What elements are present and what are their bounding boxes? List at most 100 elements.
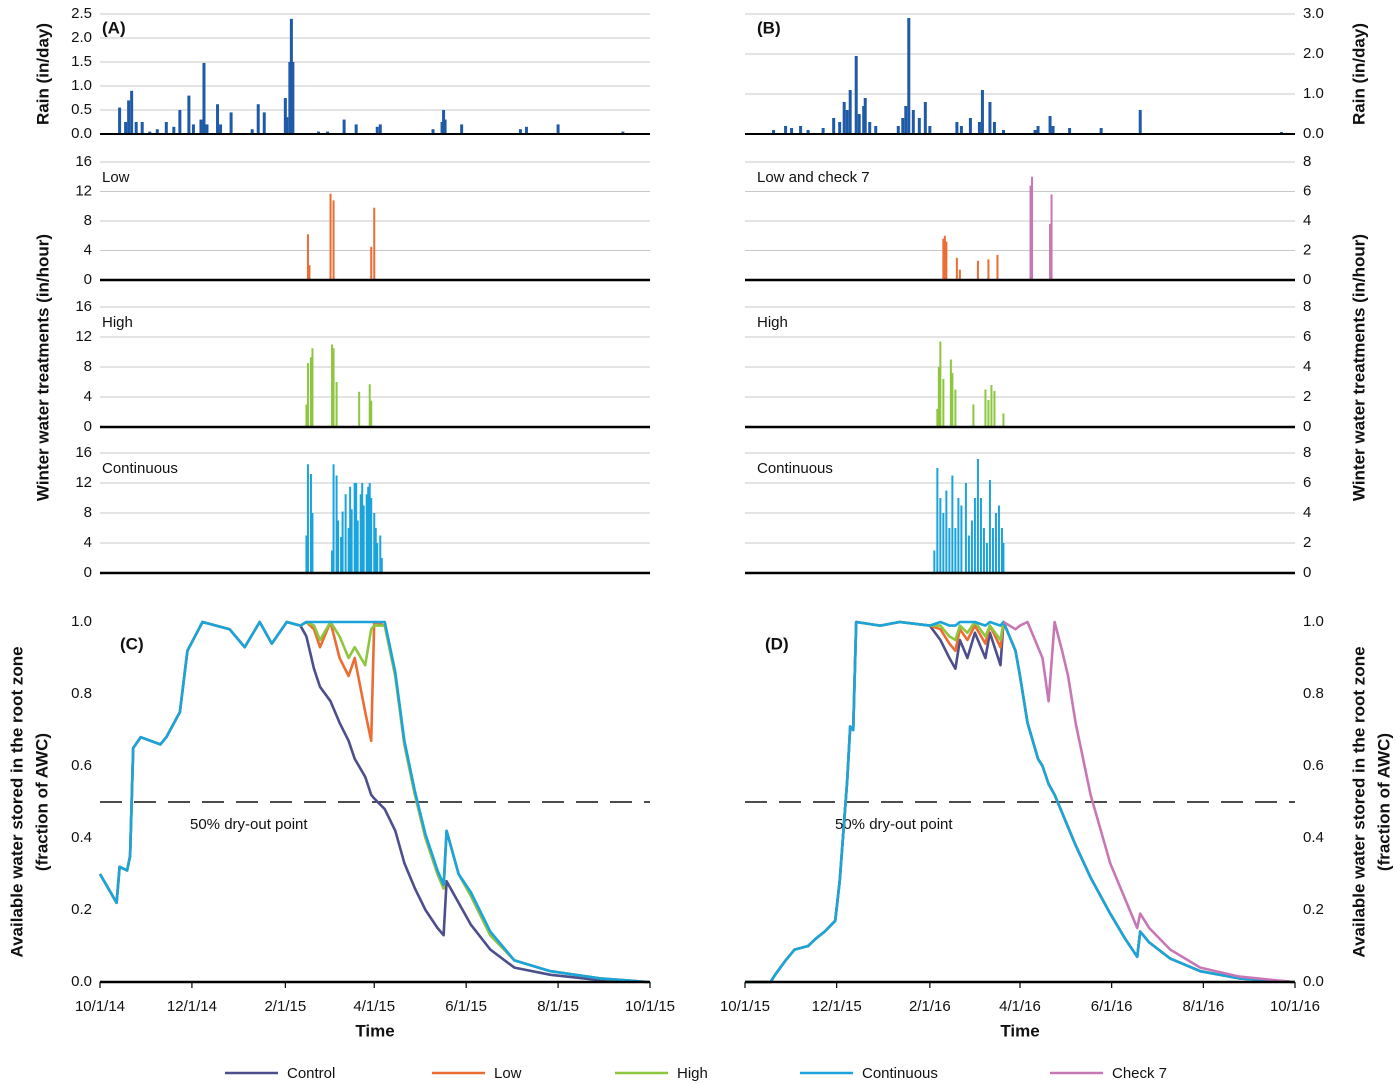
y-tick-label: 4 <box>1303 504 1311 521</box>
panel-label: (A) <box>102 18 126 37</box>
bar <box>311 513 314 573</box>
bar <box>556 124 560 134</box>
bar <box>1050 194 1053 280</box>
bar <box>370 498 373 573</box>
bar <box>331 344 334 427</box>
bar <box>942 513 945 573</box>
bar <box>262 112 266 134</box>
bar <box>943 235 946 280</box>
bar <box>982 528 985 573</box>
bar <box>524 126 528 134</box>
x-tick-label: 2/1/16 <box>909 998 951 1015</box>
threshold-label: 50% dry-out point <box>835 816 953 833</box>
bar <box>976 459 979 573</box>
series-line <box>1002 620 1294 984</box>
y-tick-label: 0.4 <box>71 829 92 846</box>
threshold-label: 50% dry-out point <box>190 816 308 833</box>
x-tick-label: 10/1/14 <box>75 998 125 1015</box>
y-tick-label: 1.0 <box>71 613 92 630</box>
y-axis-label: (fraction of AWC) <box>32 733 51 871</box>
bar <box>306 464 309 573</box>
panel-title: Low and check 7 <box>757 169 870 186</box>
y-tick-label: 0.2 <box>71 901 92 918</box>
y-tick-label: 4 <box>1303 358 1311 375</box>
bar <box>917 118 921 134</box>
bar <box>936 468 939 573</box>
y-tick-label: 12 <box>75 328 92 345</box>
bar <box>960 505 963 573</box>
bar <box>1051 126 1055 134</box>
legend-label: Continuous <box>862 1065 938 1082</box>
bar <box>356 520 359 573</box>
bar <box>958 269 961 280</box>
panel-title: High <box>102 314 133 331</box>
bar <box>979 498 982 573</box>
panel: 0 2 4 6 8 Continuous <box>745 444 1311 581</box>
y-axis-label: (fraction of AWC) <box>1374 733 1393 871</box>
x-tick-label: 4/1/15 <box>353 998 395 1015</box>
y-tick-label: 4 <box>84 388 92 405</box>
x-tick-label: 6/1/16 <box>1091 998 1133 1015</box>
bar <box>347 528 350 573</box>
bar <box>305 404 308 427</box>
bar <box>923 102 927 134</box>
bar <box>305 535 308 573</box>
bar <box>988 102 992 134</box>
bar <box>987 259 990 280</box>
bar <box>984 389 987 427</box>
bar <box>518 129 522 134</box>
panel-title: Continuous <box>757 460 833 477</box>
x-tick-label: 10/1/15 <box>625 998 675 1015</box>
bar <box>373 207 376 280</box>
y-tick-label: 4 <box>1303 212 1311 229</box>
bar <box>992 122 996 134</box>
bar <box>353 483 356 573</box>
y-tick-label: 0 <box>84 564 92 581</box>
panel: 0.0 0.2 0.4 0.6 0.8 1.0 50% dry-out point 10/1/… <box>7 613 675 1041</box>
bar <box>1036 126 1040 134</box>
y-tick-label: 2 <box>1303 388 1311 405</box>
bar <box>937 367 940 427</box>
x-tick-label: 12/1/14 <box>167 998 217 1015</box>
bar <box>311 348 314 427</box>
y-tick-label: 16 <box>75 298 92 315</box>
y-tick-label: 8 <box>1303 444 1311 461</box>
bar <box>621 131 625 134</box>
bar <box>967 535 970 573</box>
bar <box>378 124 382 134</box>
y-tick-label: 16 <box>75 444 92 461</box>
bar <box>380 558 383 573</box>
y-tick-label: 0.0 <box>1303 973 1324 990</box>
bar <box>335 475 338 573</box>
y-tick-label: 2.0 <box>71 29 92 46</box>
bar <box>130 90 134 134</box>
bar <box>838 122 842 134</box>
bar <box>928 126 932 134</box>
panel: 0 4 8 12 16 Continuous <box>75 444 650 581</box>
bar <box>316 131 320 134</box>
bar <box>191 124 195 134</box>
y-axis-label: Rain (in/day) <box>33 23 52 125</box>
panel: 0 2 4 6 8 Low and check 7 <box>745 153 1311 288</box>
bar <box>990 385 993 427</box>
y-tick-label: 2 <box>1303 534 1311 551</box>
bar <box>980 90 984 134</box>
y-axis-label: Available water stored in the root zone <box>1349 646 1368 957</box>
bar <box>1031 176 1034 280</box>
bar <box>308 265 311 280</box>
y-tick-label: 0.0 <box>71 125 92 142</box>
bar <box>289 18 293 134</box>
bar <box>118 107 122 134</box>
bar <box>949 359 952 427</box>
y-tick-label: 0.6 <box>71 757 92 774</box>
bar <box>368 483 371 573</box>
bar <box>379 535 382 573</box>
bar <box>306 234 309 280</box>
panel: 0.0 1.0 2.0 3.0 (B) Rain (in/day) <box>745 5 1368 142</box>
bar <box>332 200 335 280</box>
bar <box>155 129 159 134</box>
bar <box>250 129 254 134</box>
bar <box>945 490 948 573</box>
bar <box>373 513 376 573</box>
